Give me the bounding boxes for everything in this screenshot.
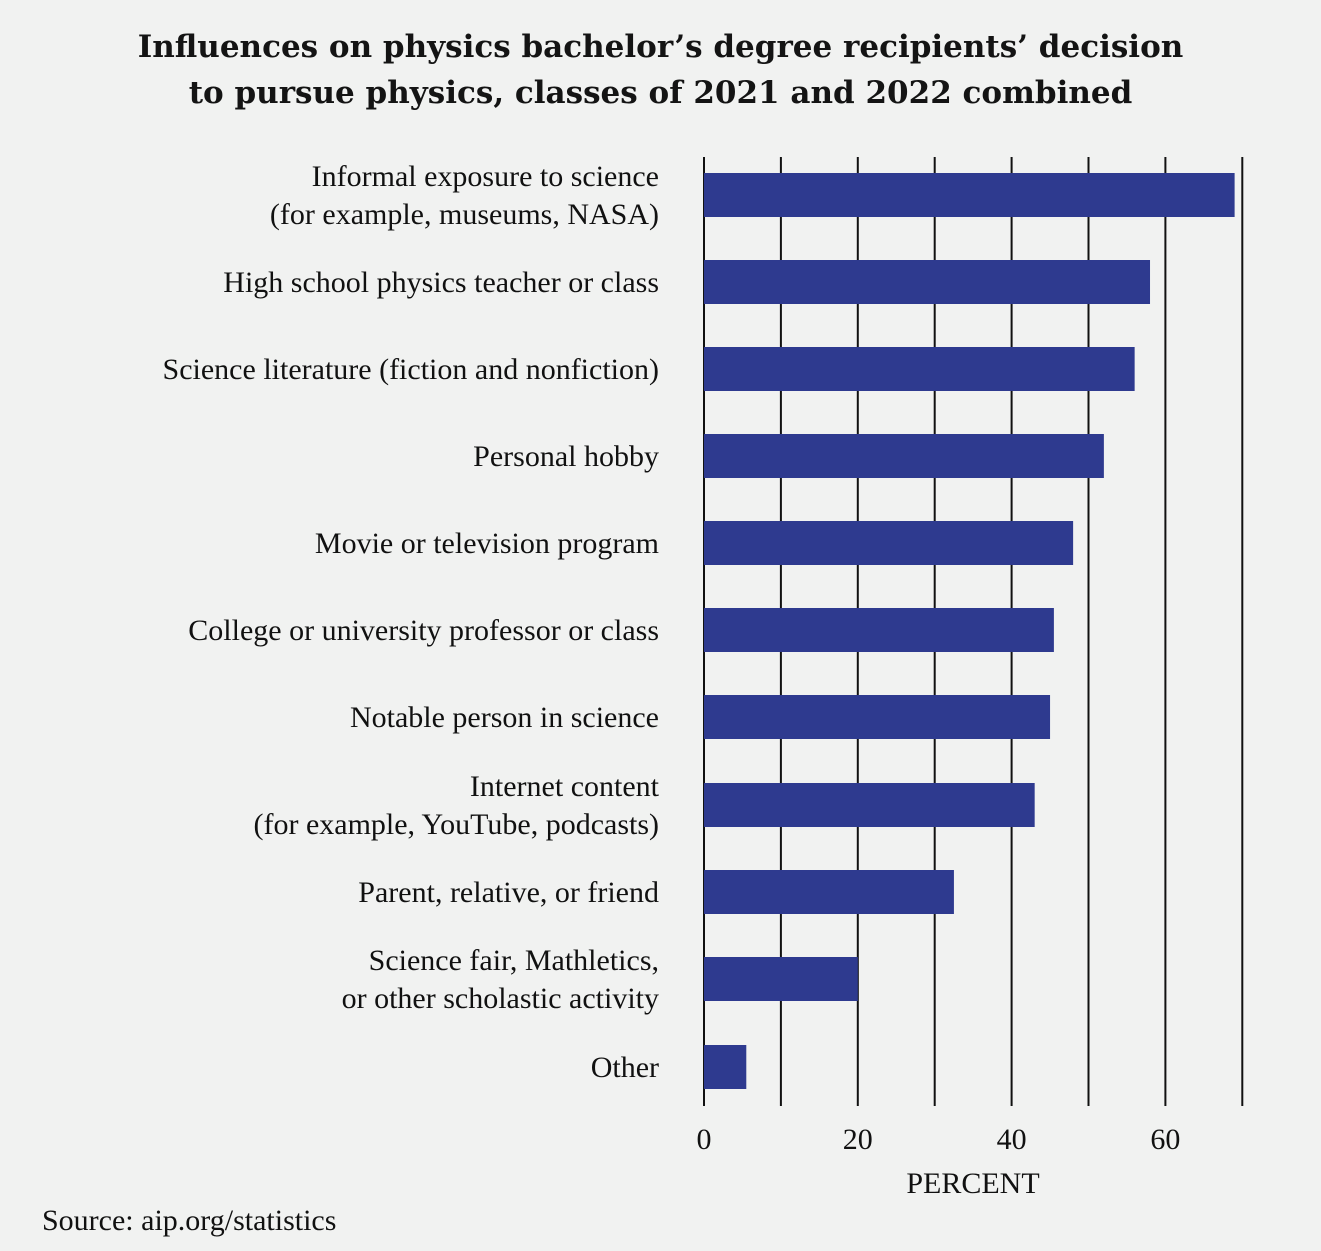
category-label: Internet content <box>470 770 660 803</box>
category-label: (for example, YouTube, podcasts) <box>253 808 659 841</box>
category-label: Other <box>591 1051 659 1084</box>
bar <box>704 1045 747 1089</box>
chart-title-line: Influences on physics bachelor’s degree … <box>137 29 1184 65</box>
x-tick-label: 60 <box>1150 1123 1180 1156</box>
bar <box>704 695 1051 739</box>
category-label: Science literature (fiction and nonficti… <box>163 353 659 386</box>
bar <box>704 608 1054 652</box>
x-tick-label: 0 <box>697 1123 712 1156</box>
x-tick-label: 20 <box>843 1123 873 1156</box>
x-axis-ticks: 0 20 40 60 <box>697 1123 1181 1156</box>
category-label: or other scholastic activity <box>342 982 659 1015</box>
bar <box>704 521 1074 565</box>
bar <box>704 173 1235 217</box>
category-label: High school physics teacher or class <box>223 266 659 299</box>
category-label: Notable person in science <box>350 701 659 734</box>
bar <box>704 434 1104 478</box>
bar <box>704 347 1135 391</box>
category-label: Movie or television program <box>315 527 659 560</box>
bar <box>704 783 1035 827</box>
bar <box>704 870 954 914</box>
category-label: Personal hobby <box>473 440 659 473</box>
category-label: Science fair, Mathletics, <box>369 944 659 977</box>
category-label: Parent, relative, or friend <box>358 876 659 909</box>
x-axis-title: PERCENT <box>906 1167 1039 1200</box>
category-labels: Informal exposure to science (for example… <box>163 160 660 1084</box>
bar <box>704 957 858 1001</box>
source-note: Source: aip.org/statistics <box>42 1204 337 1237</box>
chart-title: Influences on physics bachelor’s degree … <box>0 24 1321 116</box>
x-tick-label: 40 <box>997 1123 1027 1156</box>
category-label: College or university professor or class <box>188 614 659 647</box>
chart-title-line: to pursue physics, classes of 2021 and 2… <box>188 75 1133 111</box>
category-label: Informal exposure to science <box>312 160 659 193</box>
bar <box>704 260 1151 304</box>
category-label: (for example, museums, NASA) <box>270 198 659 231</box>
bars <box>704 173 1235 1089</box>
